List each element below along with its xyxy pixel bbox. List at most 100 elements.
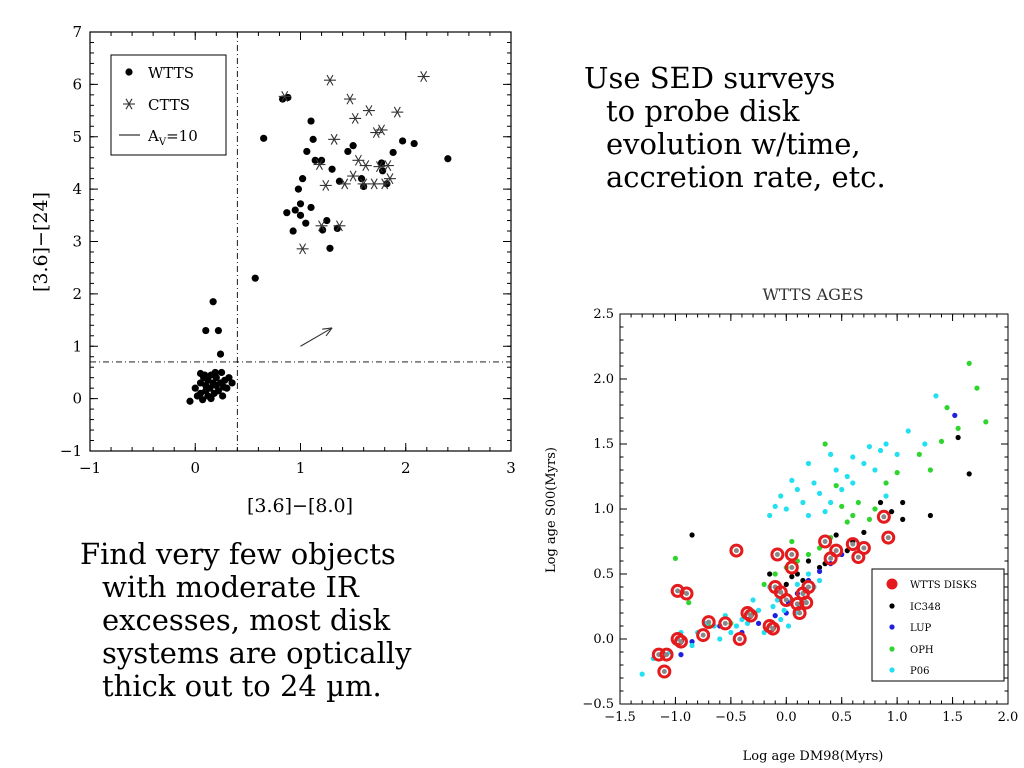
wtts-disk-point-center [675, 588, 681, 594]
text-line: thick out to 24 µm. [102, 669, 382, 703]
wtts-disk-point-center [748, 613, 754, 619]
asterisk-stroke [330, 133, 338, 145]
wtts-point [217, 368, 226, 377]
wtts-disk-point [876, 509, 891, 524]
x-tick-label: 0.0 [776, 710, 797, 725]
asterisk-stroke [346, 93, 354, 105]
ic348-point [955, 434, 961, 441]
y-tick-label: 6 [72, 75, 82, 93]
asterisk-stroke [326, 74, 334, 86]
wtts-disk-point-center [794, 601, 800, 607]
x-tick-label: −1.5 [604, 710, 636, 725]
wtts-disk-point-center [833, 548, 839, 554]
arrow-head [325, 327, 333, 337]
text-line: evolution w/time, [606, 127, 861, 161]
oph-point [944, 405, 950, 411]
wtts-point [214, 326, 223, 335]
y-tick-label: 7 [72, 23, 82, 41]
wtts-point [398, 137, 407, 145]
wtts-point [207, 395, 215, 403]
wtts-point [199, 396, 207, 404]
ctts-point [375, 124, 388, 136]
p06-point [833, 467, 839, 473]
wtts-disk-point [696, 628, 711, 643]
wtts-point [251, 274, 259, 282]
wtts-point [323, 216, 331, 225]
legend-label: P06 [910, 666, 929, 677]
p06-point [755, 607, 762, 614]
p06-point [778, 616, 784, 623]
chart-title: WTTS AGES [762, 285, 863, 304]
wtts-disk-point-center [855, 554, 861, 560]
ic348-point [900, 499, 906, 506]
x-axis-label: Log age DM98(Myrs) [743, 749, 884, 764]
p06-point [839, 486, 845, 493]
lup-point [689, 639, 695, 645]
ic348-point [889, 509, 895, 515]
legend-label: OPH [910, 645, 934, 656]
arrow-head [322, 327, 333, 330]
y-tick-label: −1 [60, 442, 82, 460]
oph-point [672, 555, 679, 562]
wtts-point [283, 209, 291, 217]
oph-point [789, 538, 795, 545]
wtts-disk-point-center [828, 555, 834, 561]
wtts-disk-point-center [885, 535, 891, 541]
y-tick-label: 0.5 [593, 567, 614, 582]
ctts-point [278, 90, 291, 102]
wtts-disk-point-center [850, 541, 856, 547]
wtts-point [191, 384, 199, 392]
lup-point [678, 652, 684, 658]
p06-point [816, 490, 823, 496]
oph-point [772, 571, 778, 577]
oph-point [974, 385, 980, 391]
p06-point [933, 393, 939, 399]
asterisk-stroke [381, 178, 389, 190]
ctts-point [313, 159, 326, 170]
y-tick-label: 2.5 [593, 307, 614, 322]
asterisk-stroke [420, 71, 428, 82]
wtts-disk-point-center [789, 565, 795, 570]
extinction-arrow [300, 327, 333, 347]
legend-av-label: AV=10 [147, 127, 198, 148]
wtts-disk-point-center [783, 597, 789, 603]
wtts-point [296, 200, 305, 208]
ctts-point [333, 220, 346, 232]
wtts-point [357, 175, 366, 183]
wtts-disk-point [829, 543, 844, 558]
ctts-point [328, 133, 341, 145]
wtts-point [260, 134, 268, 142]
wtts-disk-point [856, 541, 871, 555]
asterisk-stroke [125, 98, 133, 110]
oph-point [850, 512, 856, 519]
ctts-point [347, 170, 360, 182]
p06-point [805, 571, 812, 577]
oph-point [686, 600, 692, 606]
wtts-disk-point-center [805, 584, 811, 590]
bottom-left-text: Find very few objects with moderate IR e… [80, 538, 412, 703]
ic348-point [877, 499, 884, 506]
wtts-disk-point-center [678, 639, 684, 645]
wtts-point [219, 392, 227, 400]
wtts-disk-point-center [684, 591, 690, 596]
wtts-disk-point-center [661, 669, 667, 674]
text-line: Find very few objects [80, 537, 396, 571]
lup-point [772, 613, 778, 619]
x-tick-label: 2 [401, 459, 411, 477]
wtts-disk-point-center [774, 552, 780, 557]
x-axis-label: [3.6]−[8.0] [247, 495, 353, 517]
oph-point [833, 483, 839, 489]
wtts-point [389, 148, 397, 157]
y-tick-label: 1.5 [593, 437, 614, 452]
legend-label: WTTS DISKS [910, 580, 977, 591]
wtts-disk-point-center [737, 636, 743, 642]
p06-point [728, 629, 734, 636]
ctts-point [383, 173, 396, 185]
oph-point [894, 470, 900, 476]
p06-point [822, 509, 828, 515]
asterisk-stroke [360, 178, 368, 190]
legend-ctts-marker [123, 98, 135, 110]
wtts-disk-point [659, 647, 674, 662]
wtts-disk-point-center [797, 610, 803, 616]
